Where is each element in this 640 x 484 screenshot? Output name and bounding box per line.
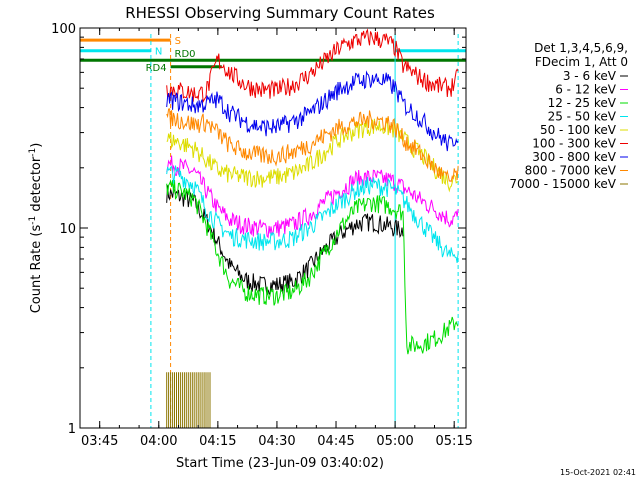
chart-title: RHESSI Observing Summary Count Rates [125, 4, 435, 22]
y-axis-label-sup2: -1 [28, 148, 38, 157]
series-line-6-12kev [166, 155, 459, 239]
legend-header-line: Det 1,3,4,5,6,9, [534, 41, 628, 55]
series-line-7000-15000-kev [166, 372, 211, 428]
flag-label-s: S [175, 36, 181, 47]
x-tick-label: 05:15 [435, 434, 472, 449]
series-line-12-25kev [166, 179, 459, 355]
x-tick-label: 05:00 [376, 434, 413, 449]
legend-header-line: FDecim 1, Att 0 [535, 55, 628, 69]
legend-entry: 7000 - 15000 keV [509, 177, 616, 191]
legend-entry: 6 - 12 keV [555, 83, 617, 97]
legend-entry: 25 - 50 keV [548, 110, 617, 124]
x-tick-label: 04:45 [317, 434, 354, 449]
legend-entry: 100 - 300 keV [532, 137, 616, 151]
y-tick-label: 10 [59, 222, 76, 237]
x-tick-label: 03:45 [81, 434, 118, 449]
series-line-50-100kev [166, 117, 459, 193]
series-line-100-300kev [166, 28, 459, 104]
x-tick-label: 04:30 [258, 434, 295, 449]
x-axis-label: Start Time (23-Jun-09 03:40:02) [176, 456, 384, 471]
y-axis-label-sup1: -1 [28, 216, 38, 225]
series-line-800-7000kev [166, 108, 459, 183]
flag-label-rd4: RD4 [146, 63, 167, 74]
x-tick-label: 04:15 [199, 434, 236, 449]
legend-entry: 50 - 100 keV [540, 123, 617, 137]
legend-entry: 300 - 800 keV [532, 150, 616, 164]
series-line-25-50kev [166, 165, 459, 263]
legend-entry: 3 - 6 keV [563, 69, 617, 83]
y-axis-label-mid: detector [29, 156, 44, 216]
y-tick-label: 1 [68, 422, 76, 437]
x-tick-label: 04:00 [140, 434, 177, 449]
flag-label-n: N [155, 47, 162, 58]
flag-label-rd0: RD0 [175, 49, 196, 60]
y-axis-label-main: Count Rate (s [29, 225, 44, 314]
y-axis-label: Count Rate (s-1 detector-1) [28, 143, 44, 314]
legend-entry: 12 - 25 keV [548, 96, 617, 110]
series-line-300-800kev [166, 70, 459, 152]
legend: Det 1,3,4,5,6,9,FDecim 1, Att 03 - 6 keV… [509, 41, 628, 191]
timestamp: 15-Oct-2021 02:41 [560, 468, 636, 477]
y-tick-label: 100 [51, 22, 76, 37]
y-axis-label-end: ) [29, 143, 44, 148]
legend-entry: 800 - 7000 keV [525, 164, 617, 178]
